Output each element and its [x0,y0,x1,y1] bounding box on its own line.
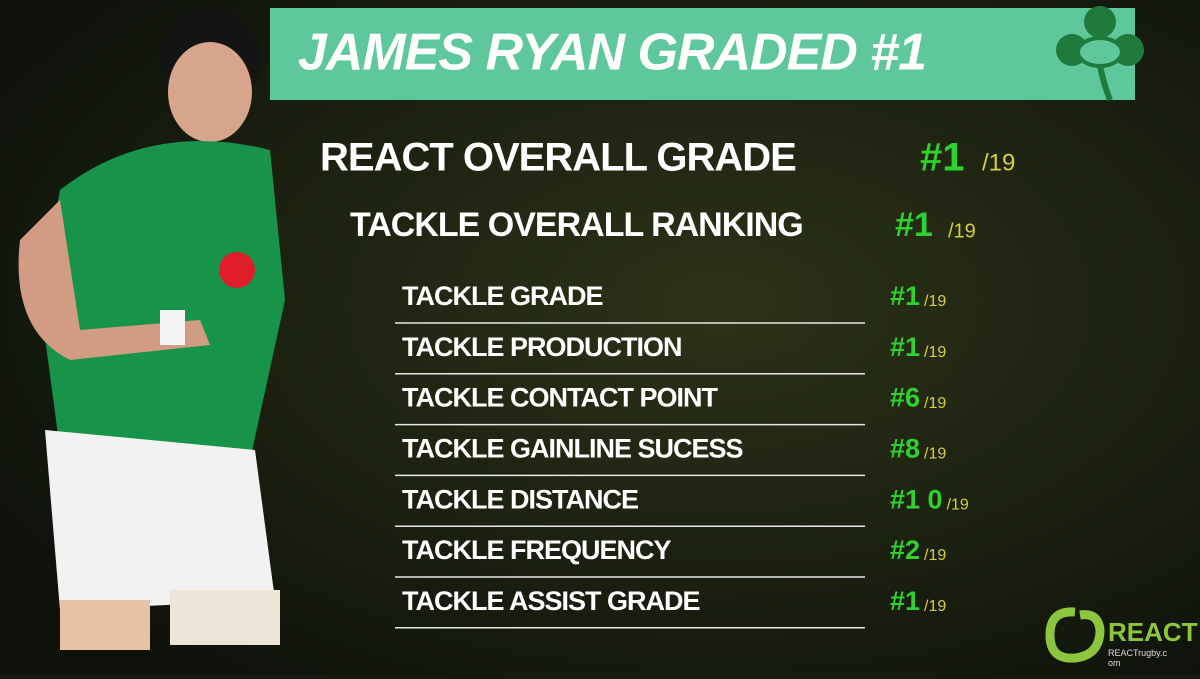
title: JAMES RYAN GRADED #1 [298,24,926,82]
player-figure [18,8,285,650]
row-rank: #1 [890,332,920,362]
tackle-overall-label: TACKLE OVERALL RANKING [350,206,803,244]
tackle-overall-out-of: /19 [948,220,976,242]
row-out-of: /19 [924,395,946,412]
overall-label: REACT OVERALL GRADE [320,136,796,180]
overall-rank: #1 [920,136,965,180]
logo-url-box: REACTrugby.com [1108,648,1168,668]
row-label: TACKLE CONTACT POINT [402,383,718,413]
row-rank: #1 [890,281,920,311]
row-rank: #2 [890,535,920,565]
row-label: TACKLE PRODUCTION [402,332,682,362]
row-out-of: /19 [924,598,946,615]
row-label: TACKLE GAINLINE SUCESS [402,434,743,464]
row-label: TACKLE ASSIST GRADE [402,586,700,616]
row-rank: #1 0 [890,484,943,514]
row-out-of: /19 [924,344,946,361]
row-label: TACKLE DISTANCE [402,484,638,514]
react-logo: REACT [1045,607,1198,663]
row-rank: #1 [890,586,920,616]
row-out-of: /19 [924,293,946,310]
overall-out-of: /19 [982,149,1015,176]
shamrock-logo [1056,6,1144,102]
row-out-of: /19 [947,496,969,513]
title-banner [270,8,1135,100]
rows: TACKLE GRADE #1/19 TACKLE PRODUCTION #1/19 T… [395,281,969,629]
logo-url: REACTrugby.com [1108,648,1168,668]
row-label: TACKLE GRADE [402,281,603,311]
logo-name: REACT [1108,617,1198,647]
row-rank: #6 [890,383,920,413]
row-label: TACKLE FREQUENCY [402,535,671,565]
row-out-of: /19 [924,547,946,564]
row-out-of: /19 [924,446,946,463]
tackle-overall-rank: #1 [895,206,933,244]
row-rank: #8 [890,434,920,464]
